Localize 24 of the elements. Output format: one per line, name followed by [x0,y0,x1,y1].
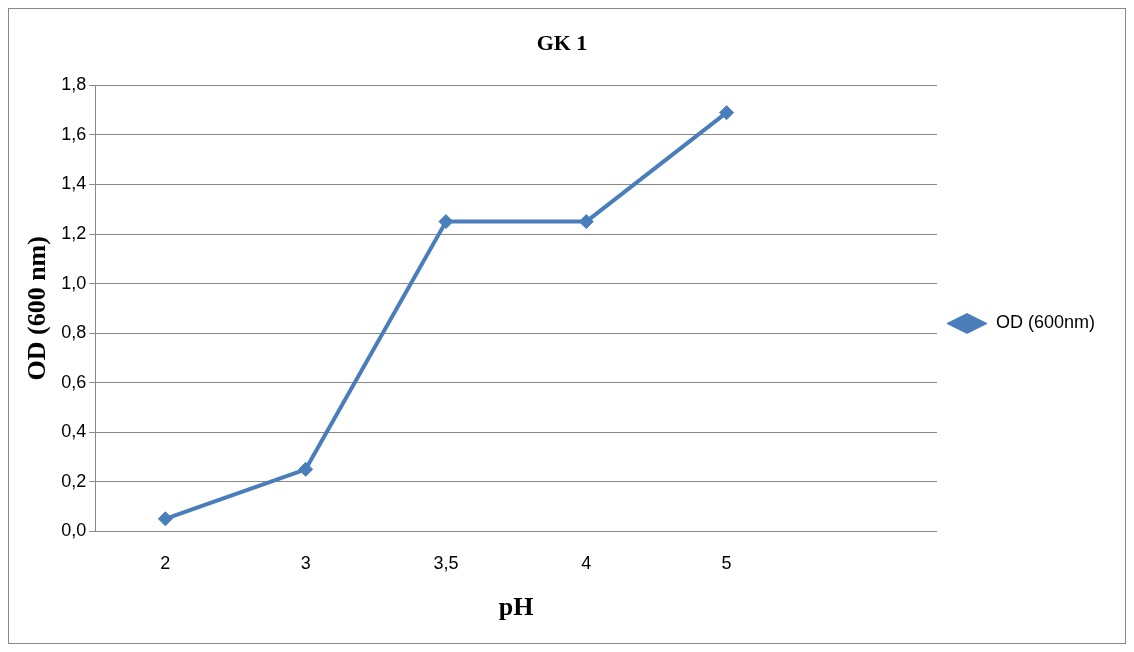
x-tick-label: 3,5 [433,552,459,573]
x-tick-label: 3 [300,552,311,573]
chart-title: GK 1 [536,29,588,55]
x-axis-title: pH [498,592,534,622]
y-tick-label: 1,2 [61,222,87,243]
y-tick-label: 1,6 [61,123,87,144]
y-axis-title: OD (600 nm) [22,236,52,381]
y-tick-label: 1,0 [61,272,87,293]
legend-label: OD (600nm) [995,312,1095,333]
x-tick-label: 4 [581,552,592,573]
y-tick-label: 0,4 [61,421,87,442]
point [438,214,454,230]
x-tick-label: 2 [160,552,171,573]
y-tick-label: 0,0 [61,520,87,541]
y-tick-label: 1,4 [61,173,87,194]
x-tick-label: 5 [721,552,732,573]
y-tick-label: 0,8 [61,322,87,343]
y-tick-label: 1,8 [61,74,87,95]
point [298,461,314,477]
point [157,511,173,527]
y-tick-label: 0,6 [61,371,87,392]
y-tick-label: 0,2 [61,470,87,491]
point [578,214,594,230]
point [719,105,735,121]
